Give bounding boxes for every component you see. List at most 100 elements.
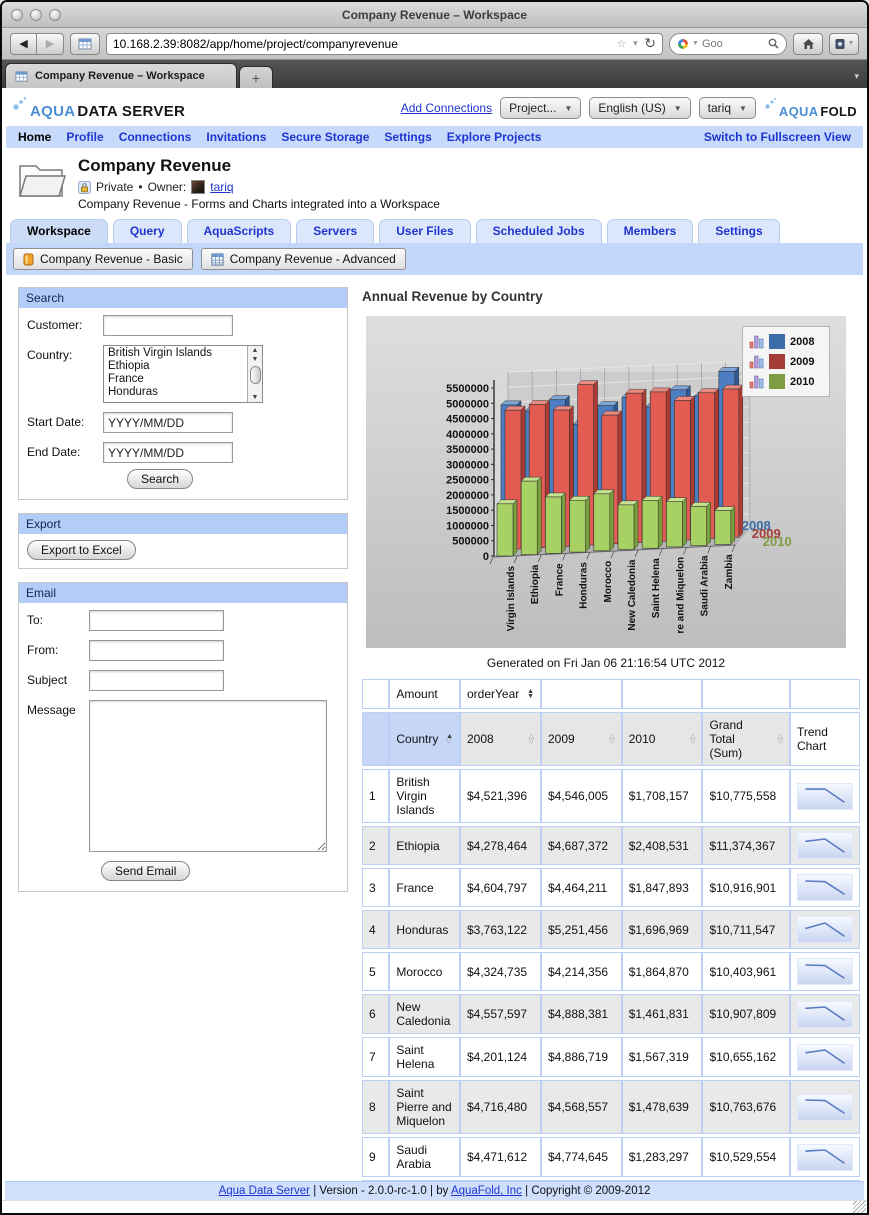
reload-icon[interactable]: ↻ (644, 35, 656, 51)
bookmarks-button[interactable]: ▼ (829, 32, 859, 55)
grand-total-cell: $11,374,367 (702, 826, 790, 865)
trend-chart-button[interactable] (796, 832, 853, 859)
url-text[interactable]: 10.168.2.39:8082/app/home/project/compan… (113, 36, 398, 51)
url-dropdown-icon[interactable]: ▼ (631, 39, 640, 48)
web-search-box[interactable]: ▼ Goo (669, 32, 787, 55)
home-button[interactable] (793, 32, 823, 55)
trend-chart-button[interactable] (796, 916, 853, 943)
site-identity-button[interactable] (70, 32, 100, 55)
trend-chart-cell (789, 994, 860, 1034)
search-button[interactable]: Search (127, 469, 194, 489)
add-connections-link[interactable]: Add Connections (400, 101, 493, 115)
email-from-input[interactable] (89, 640, 224, 661)
col-2008-header[interactable]: 2008 △ ▽ (460, 712, 541, 766)
tab-scheduled-jobs[interactable]: Scheduled Jobs (475, 219, 602, 243)
orderyear-header[interactable]: orderYear ▲ ▼ (460, 679, 541, 709)
email-to-input[interactable] (89, 610, 224, 631)
grand-total-column-header[interactable]: Grand Total (Sum) △ ▽ (702, 712, 790, 766)
search-engine-text[interactable]: Goo (701, 37, 723, 50)
zoom-window-button[interactable] (49, 8, 61, 21)
subtab-basic[interactable]: Company Revenue - Basic (13, 248, 193, 270)
start-date-input[interactable] (103, 412, 233, 433)
country-option[interactable]: British Virgin Islands (108, 347, 212, 359)
email-message-textarea[interactable] (89, 700, 327, 852)
nav-item-explore-projects[interactable]: Explore Projects (446, 130, 542, 144)
country-option[interactable]: Ethiopia (108, 360, 150, 372)
email-panel-title: Email (19, 583, 347, 603)
country-option[interactable]: Honduras (108, 386, 158, 398)
value-2009-cell: $4,464,211 (541, 868, 622, 907)
table-group-header-row: Amount orderYear ▲ ▼ (362, 679, 860, 709)
export-to-excel-button[interactable]: Export to Excel (27, 540, 136, 560)
trend-chart-button[interactable] (796, 874, 853, 901)
nav-item-home[interactable]: Home (18, 130, 52, 144)
tab-user-files[interactable]: User Files (379, 219, 471, 243)
tab-servers[interactable]: Servers (296, 219, 375, 243)
address-bar[interactable]: 10.168.2.39:8082/app/home/project/compan… (106, 32, 663, 55)
browser-tab-active[interactable]: Company Revenue – Workspace (5, 63, 237, 88)
svg-text:4500000: 4500000 (446, 414, 489, 426)
form-icon (23, 253, 34, 265)
bookmark-star-icon[interactable]: ☆ (616, 38, 627, 50)
tab-settings[interactable]: Settings (698, 219, 780, 243)
tab-workspace[interactable]: Workspace (10, 219, 108, 243)
trend-chart-button[interactable] (796, 1093, 853, 1121)
tab-list-caret-icon[interactable]: ▾ (854, 71, 859, 81)
country-cell: Morocco (389, 952, 460, 991)
project-dropdown[interactable]: Project... ▼ (500, 97, 582, 119)
close-window-button[interactable] (11, 8, 23, 21)
trend-chart-button[interactable] (796, 958, 853, 985)
country-listbox[interactable]: British Virgin Islands Ethiopia France H… (103, 345, 263, 403)
col-2010-header[interactable]: 2010 △ ▽ (621, 712, 703, 766)
sort-icon[interactable]: △ ▽ (609, 733, 615, 745)
sort-icon[interactable]: △ ▽ (528, 733, 534, 745)
sort-icon[interactable]: △ ▽ (690, 733, 696, 745)
sort-icon[interactable]: ▲ ▽ (446, 733, 453, 745)
tab-aquascripts[interactable]: AquaScripts (186, 219, 292, 243)
forward-button[interactable]: ▶ (37, 32, 64, 55)
tab-query[interactable]: Query (112, 219, 182, 243)
subtab-advanced[interactable]: Company Revenue - Advanced (200, 248, 406, 270)
new-tab-button[interactable]: + (239, 66, 273, 88)
country-option[interactable]: France (108, 373, 144, 385)
nav-item-profile[interactable]: Profile (66, 130, 104, 144)
resize-grip[interactable] (853, 1201, 866, 1213)
value-2008-cell: $4,471,612 (460, 1137, 541, 1177)
scroll-down-icon[interactable]: ▼ (251, 394, 259, 401)
nav-item-secure-storage[interactable]: Secure Storage (281, 130, 370, 144)
listbox-scrollbar[interactable]: ▲ ▼ ▼ (247, 346, 262, 402)
send-email-button[interactable]: Send Email (101, 861, 191, 881)
country-column-header[interactable]: Country ▲ ▽ (389, 712, 460, 766)
trend-chart-button[interactable] (796, 782, 853, 810)
nav-item-invitations[interactable]: Invitations (206, 130, 267, 144)
sort-icon[interactable]: ▲ ▼ (527, 688, 534, 700)
minimize-window-button[interactable] (30, 8, 42, 21)
owner-avatar (191, 180, 206, 194)
back-button[interactable]: ◀ (10, 32, 37, 55)
customer-input[interactable] (103, 315, 233, 336)
row-number: 3 (362, 868, 390, 907)
sort-icon[interactable]: △ ▽ (777, 733, 783, 745)
owner-link[interactable]: tariq (210, 180, 234, 194)
scroll-up-icon[interactable]: ▲ (251, 347, 259, 354)
user-dropdown[interactable]: tariq ▼ (698, 97, 756, 119)
trend-chart-button[interactable] (796, 1043, 853, 1071)
trend-chart-button[interactable] (796, 1000, 853, 1028)
nav-item-settings[interactable]: Settings (384, 130, 432, 144)
search-engine-caret-icon[interactable]: ▼ (692, 40, 699, 47)
scrollbar-thumb[interactable] (249, 366, 261, 384)
scroll-up2-icon[interactable]: ▼ (251, 356, 259, 363)
magnifier-icon[interactable] (768, 38, 779, 49)
nav-item-connections[interactable]: Connections (118, 130, 192, 144)
email-subject-input[interactable] (89, 670, 224, 691)
svg-text:re and Miquelon: re and Miquelon (675, 557, 686, 634)
right-column: Annual Revenue by Country 0 500000 1000000… (360, 287, 860, 1181)
col-2009-header[interactable]: 2009 △ ▽ (541, 712, 622, 766)
trend-chart-button[interactable] (796, 1143, 853, 1171)
footer-company-link[interactable]: AquaFold, Inc (450, 1185, 522, 1197)
end-date-input[interactable] (103, 442, 233, 463)
fullscreen-link[interactable]: Switch to Fullscreen View (703, 130, 851, 144)
language-dropdown[interactable]: English (US) ▼ (589, 97, 691, 119)
tab-members[interactable]: Members (606, 219, 694, 243)
footer-server-link[interactable]: Aqua Data Server (218, 1185, 311, 1197)
